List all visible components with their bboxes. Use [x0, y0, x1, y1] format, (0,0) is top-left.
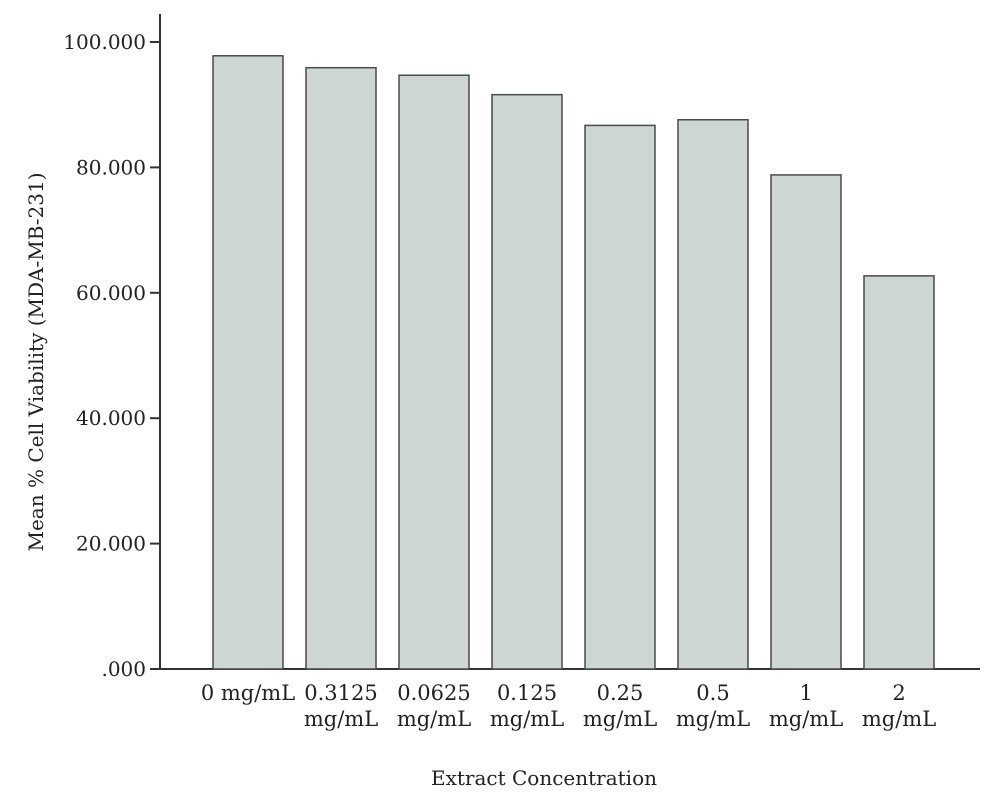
x-tick-label: 0.25 mg/mL — [583, 681, 657, 731]
bar — [584, 124, 656, 670]
x-tick-label: 1 mg/mL — [769, 681, 843, 731]
x-tick-label: 0 mg/mL — [201, 681, 295, 705]
y-tick-label: 80.000 — [76, 155, 146, 179]
y-tick-label: 20.000 — [76, 532, 146, 556]
y-axis-ticks: .000 20.000 40.000 60.000 80.000 100.000 — [63, 30, 160, 681]
x-tick-label: 2 mg/mL — [862, 681, 936, 731]
bar — [677, 118, 749, 670]
bar — [863, 275, 935, 670]
bar — [305, 66, 377, 670]
y-tick-label: 100.000 — [63, 30, 146, 54]
y-axis-title: Mean % Cell Viability (MDA-MB-231) — [24, 172, 48, 551]
x-tick-label: 0.3125 mg/mL — [304, 681, 378, 731]
bar — [212, 55, 284, 670]
bar — [398, 74, 470, 670]
y-tick-label: 60.000 — [76, 281, 146, 305]
y-tick-label: .000 — [101, 657, 146, 681]
x-tick-label: 0.125 mg/mL — [490, 681, 564, 731]
x-axis-tick-labels: 0 mg/mL 0.3125 mg/mL 0.0625 mg/mL 0.125 mg/mL 0… — [201, 681, 936, 731]
bars — [212, 55, 935, 670]
x-tick-label: 0.5 mg/mL — [676, 681, 750, 731]
y-tick-label: 40.000 — [76, 406, 146, 430]
bar — [491, 93, 563, 670]
x-axis-title: Extract Concentration — [431, 766, 657, 790]
bar — [770, 174, 842, 670]
plot-area: .000 20.000 40.000 60.000 80.000 100.000 0 mg… — [63, 14, 980, 731]
x-tick-label: 0.0625 mg/mL — [397, 681, 471, 731]
